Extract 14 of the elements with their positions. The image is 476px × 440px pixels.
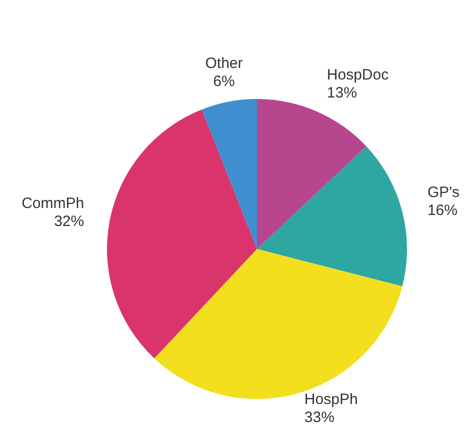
slice-label: HospDoc — [326, 66, 390, 84]
pie-slice — [107, 110, 257, 358]
pie-slice — [202, 99, 257, 249]
data-label: 6% — [213, 73, 235, 90]
data-label: 33% — [304, 409, 334, 426]
data-label: 16% — [427, 202, 458, 220]
data-label: 32% — [54, 213, 84, 230]
data-label: 13% — [326, 84, 357, 102]
slice-label: HospPh — [304, 391, 358, 408]
pie-slice — [257, 146, 407, 286]
slice-label: GP's — [427, 184, 460, 202]
slice-label: Other — [205, 55, 243, 72]
slice-label: CommPh — [22, 195, 84, 212]
pie-slice — [257, 99, 366, 249]
